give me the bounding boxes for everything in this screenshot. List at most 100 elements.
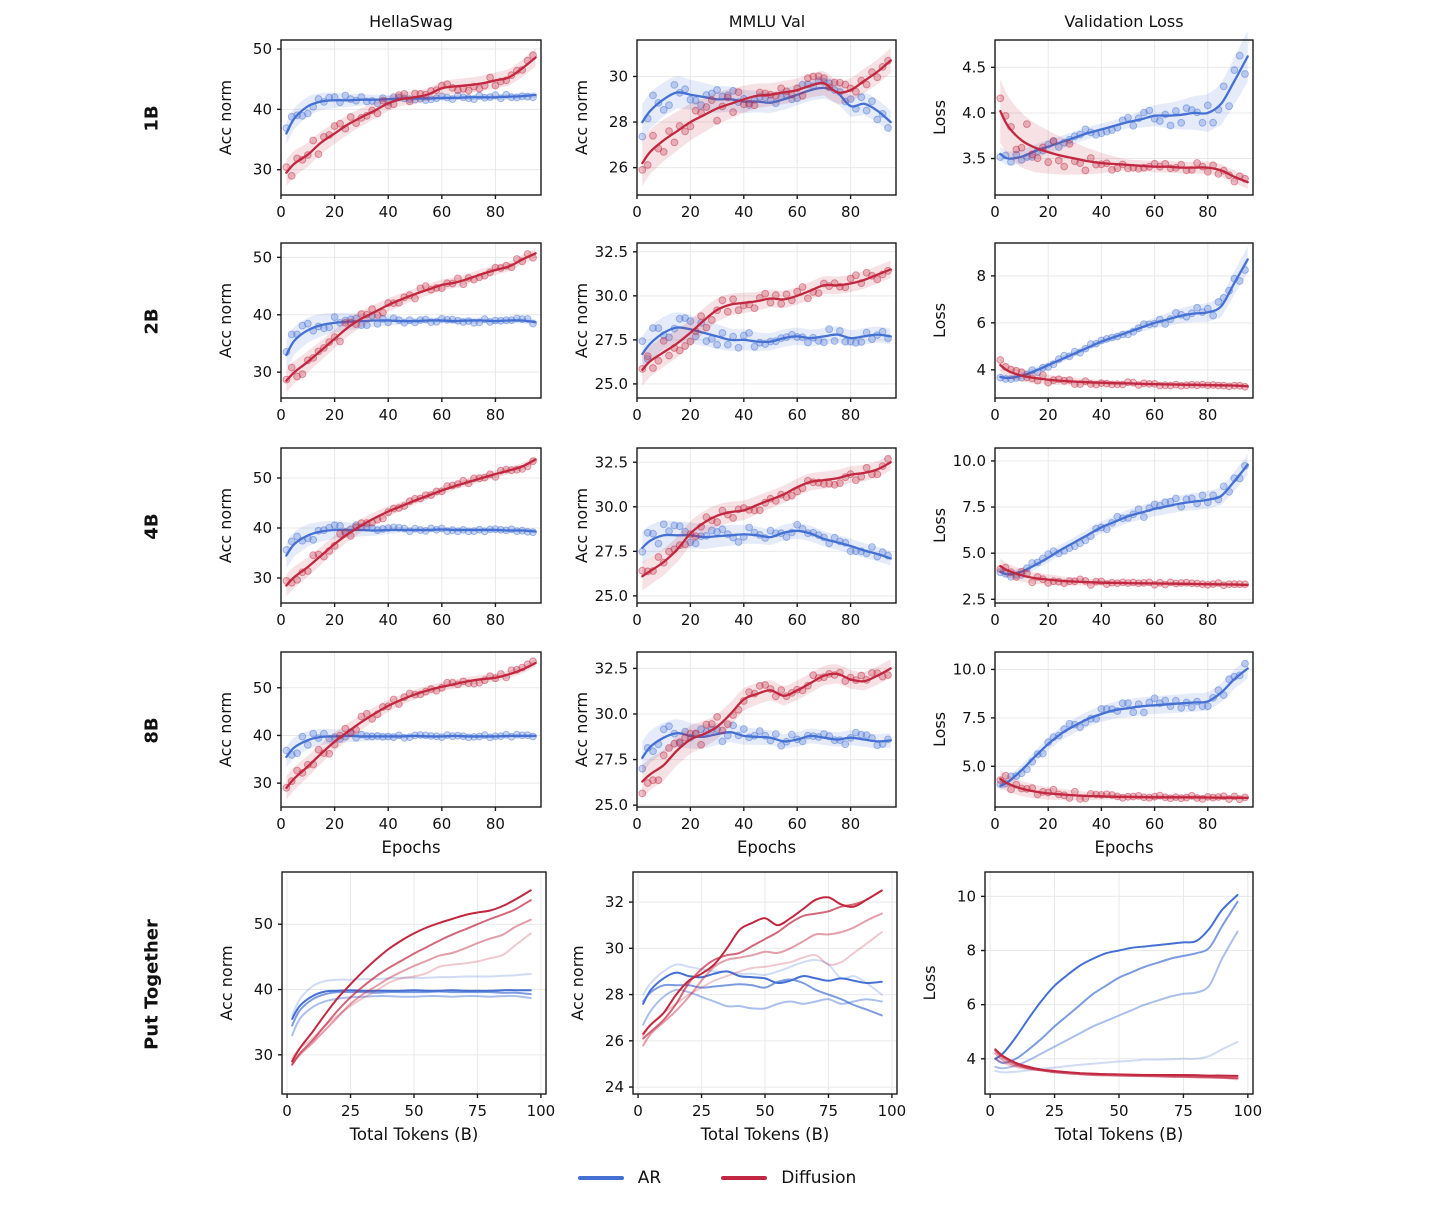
svg-text:80: 80 xyxy=(1198,611,1217,629)
subplot-4b-loss: 0 20 40 60 80 2.5 5.0 7.5 10.0 Loss xyxy=(923,434,1271,665)
svg-text:Acc norm: Acc norm xyxy=(217,945,236,1020)
svg-text:0: 0 xyxy=(990,815,1000,833)
legend-item-ar: AR xyxy=(577,1168,661,1188)
svg-text:40: 40 xyxy=(1092,203,1111,221)
svg-text:40: 40 xyxy=(379,815,398,833)
svg-text:0: 0 xyxy=(632,203,642,221)
subplot-8b-hellaswag: 0 20 40 60 80 30 40 50 Acc norm Epochs xyxy=(209,638,559,869)
svg-text:20: 20 xyxy=(325,406,344,424)
svg-text:25: 25 xyxy=(1045,1102,1064,1120)
svg-text:30: 30 xyxy=(253,774,272,792)
subplot-put-together-mmlu: 0 25 50 75 100 24 26 28 30 32 Acc norm Total Tokens… xyxy=(561,858,915,1156)
svg-text:0: 0 xyxy=(985,1102,995,1120)
svg-text:60: 60 xyxy=(1145,406,1164,424)
svg-text:100: 100 xyxy=(527,1102,556,1120)
svg-text:Loss: Loss xyxy=(930,100,949,135)
svg-text:40: 40 xyxy=(379,203,398,221)
svg-text:80: 80 xyxy=(841,406,860,424)
svg-text:60: 60 xyxy=(1145,203,1164,221)
svg-text:Total Tokens (B): Total Tokens (B) xyxy=(700,1125,830,1144)
svg-text:75: 75 xyxy=(1174,1102,1193,1120)
svg-text:Acc norm: Acc norm xyxy=(216,692,235,767)
subplot-2b-loss: 0 20 40 60 80 4 6 8 Loss xyxy=(923,229,1271,460)
svg-text:40: 40 xyxy=(379,406,398,424)
svg-text:60: 60 xyxy=(788,406,807,424)
row-label-4b: 4B xyxy=(141,513,163,540)
svg-text:100: 100 xyxy=(878,1102,907,1120)
row-label-1b: 1B xyxy=(141,105,163,132)
svg-text:30.0: 30.0 xyxy=(595,287,628,305)
ar-line-swatch xyxy=(577,1176,624,1180)
svg-text:7.5: 7.5 xyxy=(962,498,986,516)
svg-text:20: 20 xyxy=(325,203,344,221)
svg-text:60: 60 xyxy=(1145,611,1164,629)
svg-text:25: 25 xyxy=(692,1102,711,1120)
svg-text:32.5: 32.5 xyxy=(595,453,628,471)
subplot-4b-mmlu: 0 20 40 60 80 25.0 27.5 30.0 32.5 Acc norm xyxy=(565,434,914,665)
svg-text:0: 0 xyxy=(632,815,642,833)
row-label-8b: 8B xyxy=(141,717,163,744)
svg-text:40: 40 xyxy=(734,203,753,221)
svg-text:20: 20 xyxy=(1039,815,1058,833)
svg-text:Total Tokens (B): Total Tokens (B) xyxy=(1054,1125,1184,1144)
svg-text:80: 80 xyxy=(486,611,505,629)
svg-text:25.0: 25.0 xyxy=(595,375,628,393)
svg-text:5.0: 5.0 xyxy=(962,757,986,775)
svg-text:50: 50 xyxy=(253,248,272,266)
svg-text:0: 0 xyxy=(276,203,286,221)
svg-text:80: 80 xyxy=(841,815,860,833)
svg-text:Acc norm: Acc norm xyxy=(216,488,235,563)
svg-text:20: 20 xyxy=(1039,406,1058,424)
svg-text:Acc norm: Acc norm xyxy=(568,945,587,1020)
subplot-8b-loss: 0 20 40 60 80 5.0 7.5 10.0 Loss Epochs xyxy=(923,638,1271,869)
svg-text:20: 20 xyxy=(681,203,700,221)
svg-text:30: 30 xyxy=(253,363,272,381)
svg-text:0: 0 xyxy=(632,406,642,424)
svg-text:27.5: 27.5 xyxy=(595,331,628,349)
svg-text:25.0: 25.0 xyxy=(595,796,628,814)
svg-text:40: 40 xyxy=(1092,815,1111,833)
row-label-put-together: Put Together xyxy=(141,919,163,1050)
svg-text:7.5: 7.5 xyxy=(962,709,986,727)
subplot-4b-hellaswag: 0 20 40 60 80 30 40 50 Acc norm xyxy=(209,434,559,665)
svg-text:3.5: 3.5 xyxy=(962,150,986,168)
svg-text:20: 20 xyxy=(1039,611,1058,629)
svg-text:30: 30 xyxy=(605,939,624,957)
svg-text:80: 80 xyxy=(1198,406,1217,424)
svg-text:80: 80 xyxy=(841,611,860,629)
svg-text:0: 0 xyxy=(276,815,286,833)
svg-text:Loss: Loss xyxy=(930,508,949,543)
svg-text:Acc norm: Acc norm xyxy=(216,283,235,358)
subplot-1b-hellaswag: 0 20 40 60 80 30 40 50 Acc norm xyxy=(209,26,559,257)
svg-text:4.5: 4.5 xyxy=(962,58,986,76)
svg-text:28: 28 xyxy=(605,986,624,1004)
svg-text:40: 40 xyxy=(734,815,753,833)
svg-text:40: 40 xyxy=(734,611,753,629)
svg-text:60: 60 xyxy=(1145,815,1164,833)
svg-text:Epochs: Epochs xyxy=(381,838,440,857)
svg-text:20: 20 xyxy=(681,406,700,424)
svg-text:80: 80 xyxy=(841,203,860,221)
subplot-1b-loss: 0 20 40 60 80 3.5 4.0 4.5 Loss xyxy=(923,26,1271,257)
svg-text:25.0: 25.0 xyxy=(595,587,628,605)
svg-text:30: 30 xyxy=(254,1046,273,1064)
legend: AR Diffusion xyxy=(0,1168,1434,1188)
svg-text:32.5: 32.5 xyxy=(595,243,628,261)
svg-text:40: 40 xyxy=(254,981,273,999)
svg-text:10.0: 10.0 xyxy=(953,452,986,470)
svg-text:60: 60 xyxy=(788,611,807,629)
subplot-1b-mmlu: 0 20 40 60 80 26 28 30 Acc norm xyxy=(565,26,914,257)
svg-text:5.0: 5.0 xyxy=(962,544,986,562)
svg-text:27.5: 27.5 xyxy=(595,542,628,560)
svg-text:26: 26 xyxy=(605,1032,624,1050)
svg-text:60: 60 xyxy=(788,815,807,833)
svg-text:60: 60 xyxy=(432,203,451,221)
svg-text:4: 4 xyxy=(966,1050,976,1068)
svg-text:50: 50 xyxy=(253,469,272,487)
svg-text:6: 6 xyxy=(976,314,986,332)
svg-text:75: 75 xyxy=(819,1102,838,1120)
svg-text:20: 20 xyxy=(325,611,344,629)
svg-text:40: 40 xyxy=(253,100,272,118)
svg-text:0: 0 xyxy=(990,611,1000,629)
svg-text:80: 80 xyxy=(486,815,505,833)
